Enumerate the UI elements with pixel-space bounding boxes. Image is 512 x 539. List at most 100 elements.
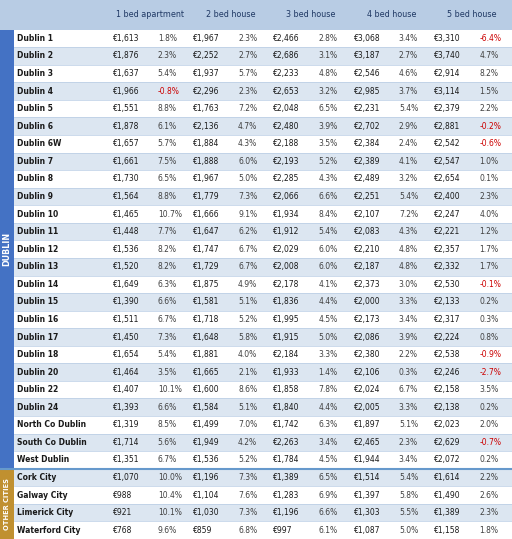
Text: 8.2%: 8.2%: [158, 262, 177, 271]
Text: €2,048: €2,048: [273, 104, 300, 113]
Text: 3.9%: 3.9%: [318, 122, 338, 131]
Text: 7.5%: 7.5%: [158, 157, 177, 166]
Text: 4.3%: 4.3%: [318, 175, 338, 183]
Text: 5.1%: 5.1%: [238, 403, 257, 412]
Text: 5.4%: 5.4%: [158, 350, 177, 359]
Text: €1,637: €1,637: [113, 69, 139, 78]
Text: 6.6%: 6.6%: [158, 298, 177, 306]
Text: 4.1%: 4.1%: [399, 157, 418, 166]
Text: Dublin 6W: Dublin 6W: [17, 139, 61, 148]
Bar: [0, 0, 512, 30]
Text: €1,581: €1,581: [193, 298, 220, 306]
Text: 4.8%: 4.8%: [399, 245, 418, 254]
Text: Dublin 5: Dublin 5: [17, 104, 53, 113]
Text: 5.7%: 5.7%: [238, 69, 258, 78]
Text: 0.3%: 0.3%: [399, 368, 418, 377]
Text: 4.7%: 4.7%: [479, 52, 499, 60]
Text: 2.3%: 2.3%: [238, 87, 257, 95]
Text: 6.0%: 6.0%: [238, 157, 258, 166]
Text: €1,779: €1,779: [193, 192, 220, 201]
Text: -0.8%: -0.8%: [158, 87, 180, 95]
Text: 10.4%: 10.4%: [158, 490, 182, 500]
Text: €2,263: €2,263: [273, 438, 300, 447]
Bar: [14, 416, 512, 433]
Text: €1,649: €1,649: [113, 280, 139, 289]
Text: €1,747: €1,747: [193, 245, 220, 254]
Text: 6.5%: 6.5%: [318, 473, 338, 482]
Text: 6.1%: 6.1%: [158, 122, 177, 131]
Text: €1,584: €1,584: [193, 403, 220, 412]
Bar: [0, 30, 14, 469]
Text: 0.1%: 0.1%: [479, 175, 498, 183]
Text: Dublin 17: Dublin 17: [17, 333, 58, 342]
Text: €2,173: €2,173: [354, 315, 380, 324]
Text: €1,600: €1,600: [193, 385, 220, 394]
Text: €997: €997: [273, 526, 293, 535]
Text: 3.0%: 3.0%: [399, 280, 418, 289]
Text: 5.6%: 5.6%: [158, 438, 177, 447]
Text: Dublin 7: Dublin 7: [17, 157, 53, 166]
Text: €1,196: €1,196: [273, 508, 300, 517]
Text: €1,389: €1,389: [273, 473, 300, 482]
Text: 5.4%: 5.4%: [158, 69, 177, 78]
Text: €1,450: €1,450: [113, 333, 139, 342]
Text: 7.3%: 7.3%: [238, 508, 258, 517]
Text: €2,184: €2,184: [273, 350, 300, 359]
Text: €1,303: €1,303: [354, 508, 380, 517]
Text: €2,985: €2,985: [354, 87, 380, 95]
Bar: [14, 504, 512, 521]
Text: 3.1%: 3.1%: [318, 52, 337, 60]
Text: 2.2%: 2.2%: [479, 104, 498, 113]
Text: 2.3%: 2.3%: [158, 52, 177, 60]
Text: 3.3%: 3.3%: [399, 298, 418, 306]
Bar: [14, 451, 512, 469]
Text: €921: €921: [113, 508, 132, 517]
Text: 3.2%: 3.2%: [318, 87, 337, 95]
Text: 2.8%: 2.8%: [318, 34, 337, 43]
Text: €2,086: €2,086: [354, 333, 380, 342]
Text: €2,914: €2,914: [434, 69, 461, 78]
Text: -0.2%: -0.2%: [479, 122, 501, 131]
Text: 4.8%: 4.8%: [399, 262, 418, 271]
Text: -0.6%: -0.6%: [479, 139, 501, 148]
Text: 6.5%: 6.5%: [158, 175, 177, 183]
Text: €2,466: €2,466: [273, 34, 300, 43]
Text: €1,351: €1,351: [113, 455, 139, 465]
Text: €2,530: €2,530: [434, 280, 461, 289]
Text: 0.3%: 0.3%: [479, 315, 499, 324]
Text: 0.8%: 0.8%: [479, 333, 498, 342]
Bar: [14, 188, 512, 205]
Text: 5.2%: 5.2%: [318, 157, 337, 166]
Text: €2,107: €2,107: [354, 210, 380, 219]
Text: Limerick City: Limerick City: [17, 508, 73, 517]
Text: €1,966: €1,966: [113, 87, 139, 95]
Text: €1,718: €1,718: [193, 315, 220, 324]
Text: €2,547: €2,547: [434, 157, 461, 166]
Text: 5.4%: 5.4%: [399, 192, 418, 201]
Text: 7.6%: 7.6%: [238, 490, 258, 500]
Text: €1,875: €1,875: [193, 280, 220, 289]
Bar: [14, 258, 512, 275]
Text: €3,114: €3,114: [434, 87, 461, 95]
Text: €859: €859: [193, 526, 212, 535]
Text: 2.7%: 2.7%: [399, 52, 418, 60]
Text: €2,178: €2,178: [273, 280, 300, 289]
Text: €2,389: €2,389: [354, 157, 380, 166]
Text: 8.6%: 8.6%: [238, 385, 257, 394]
Text: €1,881: €1,881: [193, 350, 219, 359]
Text: €1,551: €1,551: [113, 104, 139, 113]
Text: 1 bed apartment: 1 bed apartment: [116, 10, 184, 19]
Text: 4.0%: 4.0%: [238, 350, 258, 359]
Text: €3,740: €3,740: [434, 52, 461, 60]
Text: €1,536: €1,536: [113, 245, 139, 254]
Text: 5.2%: 5.2%: [238, 315, 257, 324]
Text: €2,373: €2,373: [354, 280, 380, 289]
Text: 2.1%: 2.1%: [238, 368, 257, 377]
Text: €1,840: €1,840: [273, 403, 300, 412]
Text: €1,897: €1,897: [354, 420, 380, 430]
Text: 6.7%: 6.7%: [238, 245, 258, 254]
Text: €2,332: €2,332: [434, 262, 461, 271]
Bar: [0, 469, 14, 539]
Text: €1,876: €1,876: [113, 52, 139, 60]
Text: 5 bed house: 5 bed house: [447, 10, 497, 19]
